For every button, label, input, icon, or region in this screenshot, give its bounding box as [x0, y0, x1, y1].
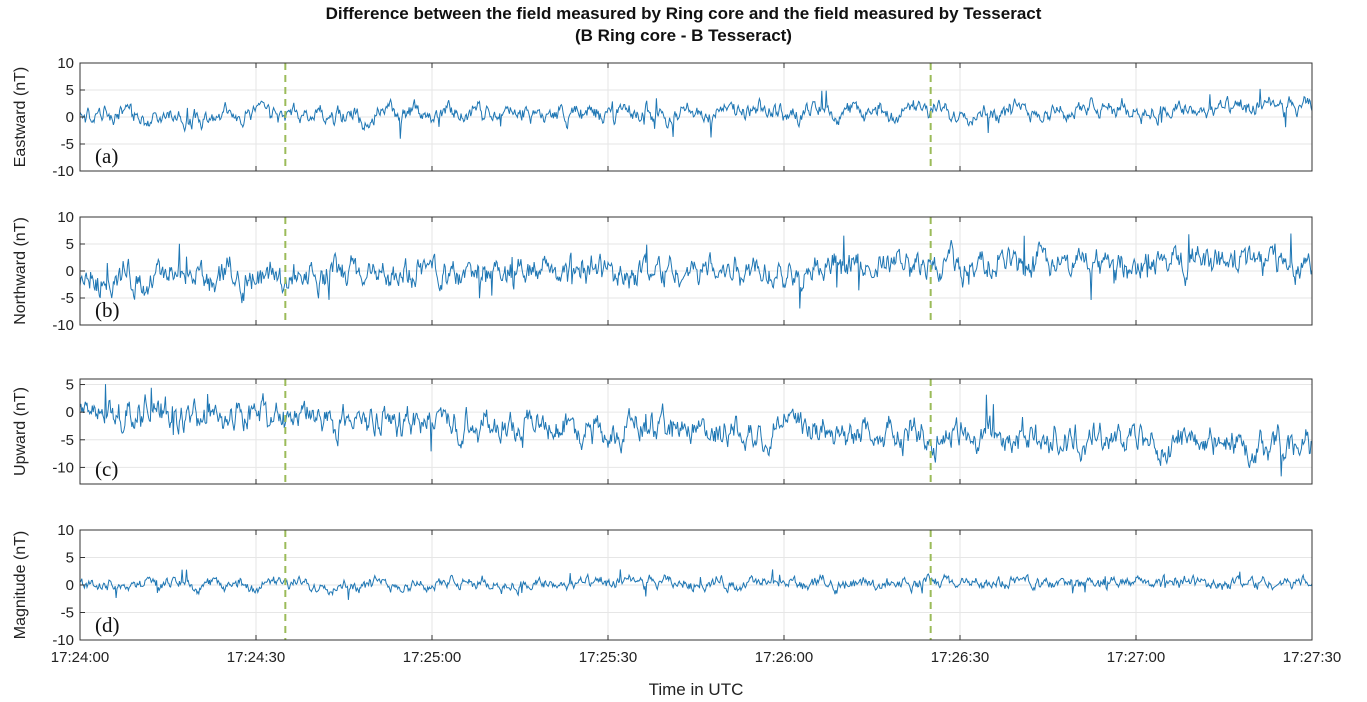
- y-axis-label: Upward (nT): [12, 387, 29, 476]
- panel-label: (c): [95, 457, 118, 481]
- y-tick-label: 5: [66, 377, 74, 394]
- y-tick-label: -5: [61, 432, 74, 449]
- y-tick-label: -5: [61, 290, 74, 307]
- x-tick-label: 17:24:30: [227, 649, 285, 666]
- series-line-3: [79, 384, 1313, 477]
- panel-label: (a): [95, 144, 118, 168]
- y-tick-label: 0: [66, 109, 74, 126]
- y-tick-label: 5: [66, 82, 74, 99]
- x-tick-label: 17:24:00: [51, 649, 109, 666]
- y-tick-label: -5: [61, 605, 74, 622]
- y-tick-label: 10: [57, 209, 74, 226]
- y-tick-label: 0: [66, 577, 74, 594]
- x-tick-label: 17:26:30: [931, 649, 989, 666]
- y-tick-label: 0: [66, 404, 74, 421]
- y-tick-label: 5: [66, 550, 74, 567]
- panel-label: (b): [95, 298, 120, 322]
- y-tick-label: -10: [52, 317, 74, 334]
- chart-title: Difference between the field measured by…: [325, 4, 1042, 23]
- x-axis-label: Time in UTC: [649, 680, 744, 699]
- x-tick-label: 17:25:00: [403, 649, 461, 666]
- y-axis-label: Magnitude (nT): [12, 531, 29, 640]
- y-tick-label: -10: [52, 459, 74, 476]
- y-axis-label: Eastward (nT): [12, 67, 29, 167]
- x-tick-label: 17:27:00: [1107, 649, 1165, 666]
- x-tick-label: 17:27:30: [1283, 649, 1341, 666]
- y-tick-label: 5: [66, 236, 74, 253]
- series-line-1: [79, 88, 1313, 139]
- y-tick-label: 0: [66, 263, 74, 280]
- y-tick-label: 10: [57, 55, 74, 72]
- y-tick-label: -10: [52, 163, 74, 180]
- y-tick-label: -10: [52, 632, 74, 649]
- y-tick-label: -5: [61, 136, 74, 153]
- axis-frame: [79, 378, 1313, 485]
- panel-label: (d): [95, 613, 120, 637]
- x-tick-label: 17:25:30: [579, 649, 637, 666]
- x-tick-label: 17:26:00: [755, 649, 813, 666]
- y-axis-label: Northward (nT): [12, 217, 29, 325]
- y-tick-label: 10: [57, 522, 74, 539]
- chart-subtitle: (B Ring core - B Tesseract): [575, 26, 792, 45]
